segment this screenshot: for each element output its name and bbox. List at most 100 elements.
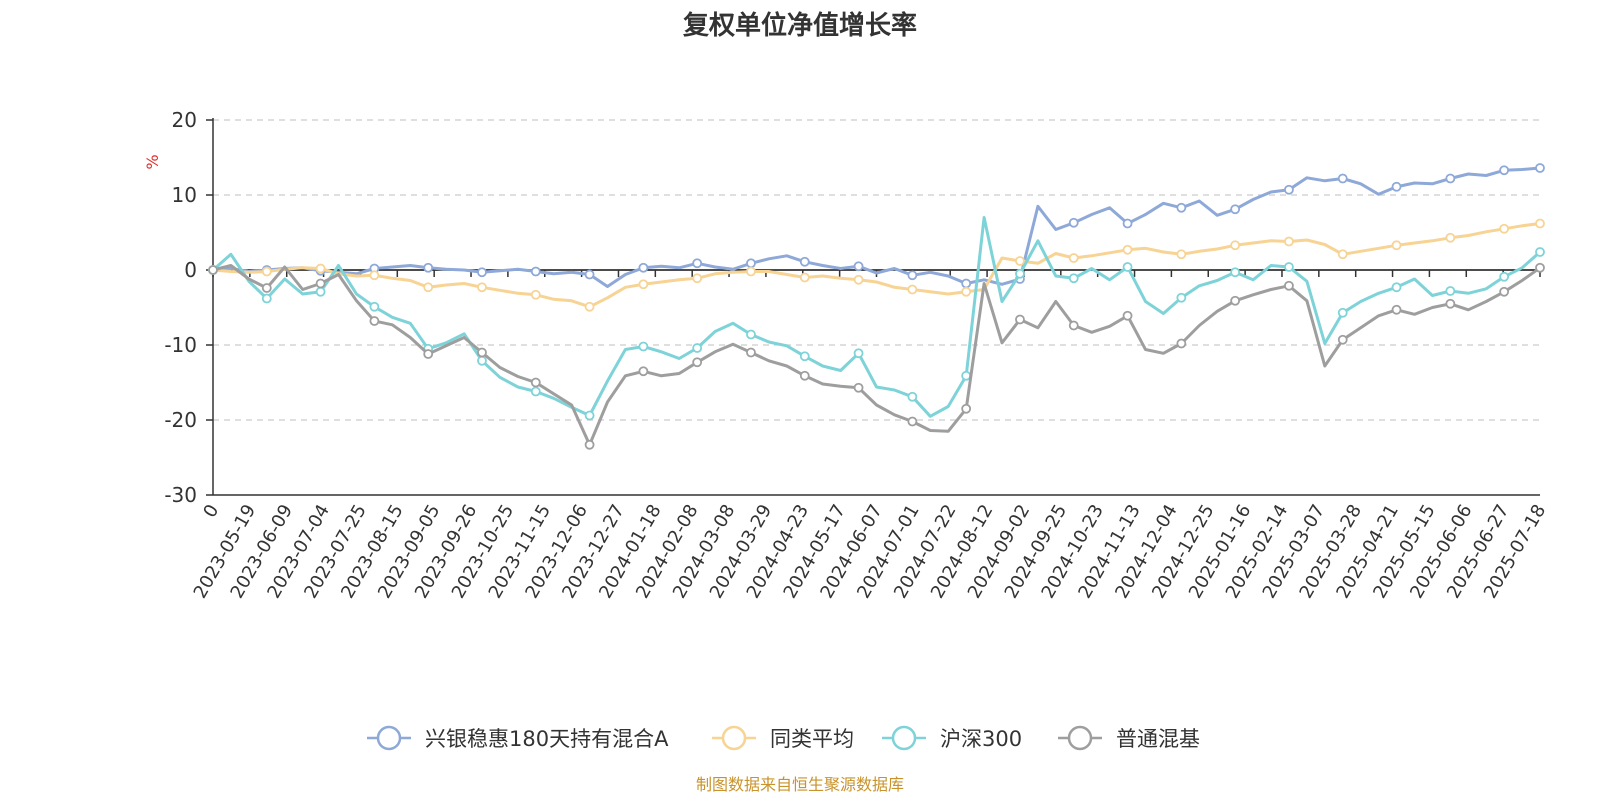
data-point: [638, 341, 649, 352]
data-point: [584, 269, 595, 280]
legend-marker-icon: [376, 725, 402, 751]
data-point: [907, 270, 918, 281]
data-point: [530, 386, 541, 397]
data-point: [961, 403, 972, 414]
series-2: [208, 216, 1545, 421]
legend-item-3[interactable]: 普通混基: [1058, 725, 1200, 751]
data-point: [530, 289, 541, 300]
data-point: [1337, 249, 1348, 260]
data-point: [1499, 271, 1510, 282]
y-tick-label: 20: [172, 108, 197, 132]
data-point: [1535, 218, 1545, 229]
data-point: [1015, 256, 1025, 266]
data-point: [1391, 282, 1402, 293]
data-point: [477, 347, 487, 358]
data-point: [1445, 298, 1456, 309]
data-point: [1337, 173, 1348, 184]
data-point: [261, 283, 272, 293]
data-point: [261, 293, 272, 304]
data-point: [853, 382, 864, 393]
series-line: [211, 264, 1542, 447]
x-axis-ticks: 02023-05-192023-06-092023-07-042023-07-2…: [190, 270, 1550, 602]
data-point: [315, 278, 326, 289]
data-point: [746, 258, 756, 269]
data-point: [1068, 217, 1079, 228]
data-point: [1284, 184, 1294, 195]
data-point: [1391, 304, 1402, 315]
chart-title: 复权单位净值增长率: [683, 10, 917, 41]
data-point: [1284, 262, 1294, 272]
data-point: [1176, 292, 1187, 303]
x-tick-label: 0: [199, 501, 223, 521]
data-point: [961, 370, 972, 381]
data-point: [907, 416, 918, 427]
y-tick-label: -10: [164, 333, 197, 357]
data-point: [1015, 268, 1025, 279]
series-line: [211, 166, 1542, 288]
data-point: [799, 370, 810, 381]
legend-label: 普通混基: [1116, 727, 1200, 751]
legend-item-0[interactable]: 兴银稳惠180天持有混合A: [367, 725, 669, 751]
data-point: [1337, 307, 1348, 318]
legend[interactable]: 兴银稳惠180天持有混合A 同类平均 沪深300 普通混基: [367, 725, 1200, 751]
data-point: [369, 270, 380, 281]
data-point: [1122, 244, 1133, 255]
data-point: [638, 366, 649, 377]
data-point: [692, 357, 703, 368]
data-point: [799, 351, 810, 362]
y-axis-unit: %: [143, 154, 162, 169]
legend-label: 沪深300: [940, 727, 1022, 751]
data-point: [853, 274, 864, 285]
legend-marker-icon: [721, 725, 747, 751]
data-point: [1176, 338, 1187, 349]
data-point: [315, 286, 326, 297]
grid-lines: [213, 119, 1540, 421]
series-line: [211, 222, 1542, 309]
legend-item-1[interactable]: 同类平均: [712, 725, 854, 751]
data-point: [423, 282, 434, 293]
data-point: [853, 348, 864, 359]
data-point: [369, 301, 380, 312]
data-point: [423, 262, 434, 273]
data-point: [423, 349, 434, 359]
data-point: [1535, 262, 1545, 273]
data-point: [853, 261, 864, 272]
data-point: [1535, 163, 1545, 173]
data-point: [477, 267, 487, 278]
data-point: [1015, 314, 1025, 325]
y-tick-label: -30: [164, 483, 197, 507]
data-point: [1068, 273, 1079, 284]
data-point: [530, 266, 541, 277]
data-point: [907, 284, 918, 295]
data-point: [692, 258, 703, 269]
data-point: [746, 347, 756, 358]
data-point: [692, 343, 703, 353]
data-point: [1499, 165, 1510, 176]
data-point: [315, 263, 326, 274]
data-point: [692, 273, 703, 284]
data-point: [1391, 240, 1402, 251]
legend-marker-icon: [1067, 725, 1093, 751]
data-point: [1230, 295, 1241, 306]
data-point: [746, 329, 756, 340]
y-tick-label: 10: [172, 183, 197, 207]
data-point: [584, 439, 595, 450]
data-point: [208, 265, 218, 275]
data-point: [638, 262, 649, 273]
data-point: [1445, 286, 1456, 296]
legend-item-2[interactable]: 沪深300: [882, 725, 1022, 751]
legend-label: 同类平均: [770, 727, 854, 751]
series-3: [208, 262, 1545, 450]
data-point: [1284, 236, 1294, 247]
source-note: 制图数据来自恒生聚源数据库: [696, 775, 904, 794]
data-point: [1445, 173, 1456, 184]
series-line: [211, 216, 1542, 418]
data-point: [1535, 247, 1545, 257]
data-point: [961, 278, 972, 289]
data-point: [1445, 232, 1456, 243]
data-point: [477, 282, 487, 293]
data-point: [799, 256, 810, 267]
data-point: [530, 377, 541, 388]
data-point: [1230, 267, 1241, 278]
data-point: [1499, 223, 1510, 234]
